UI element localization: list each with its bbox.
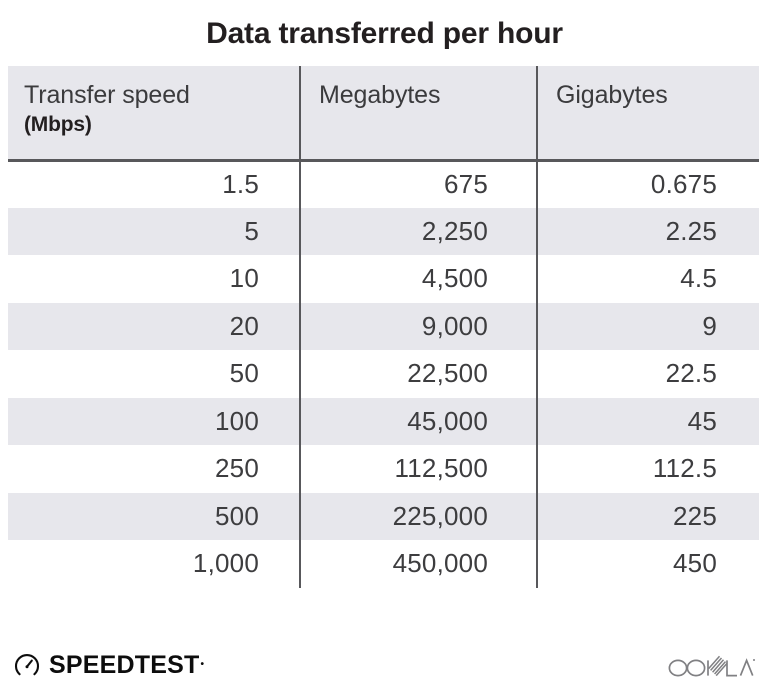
- cell-transfer-speed: 20: [229, 310, 259, 341]
- data-table: Transfer speed (Mbps) Megabytes Gigabyte…: [8, 66, 759, 588]
- table-row: 20 9,000 9: [8, 302, 759, 350]
- cell-gigabytes: 0.675: [536, 160, 759, 208]
- cell-transfer-speed: 500: [215, 500, 259, 531]
- table-row: 10 4,500 4.5: [8, 255, 759, 303]
- speedometer-gauge-icon: [14, 652, 40, 678]
- cell-megabytes: 22,500: [299, 350, 537, 398]
- table-row: 1,000 450,000 450: [8, 540, 759, 588]
- cell-gigabytes: 45: [536, 397, 759, 445]
- cell-gigabytes: 4.5: [536, 255, 759, 303]
- cell-gigabytes: 450: [536, 540, 759, 588]
- cell-transfer-speed: 50: [229, 358, 259, 389]
- column-header-gigabytes-label: Gigabytes: [556, 81, 668, 109]
- cell-gigabytes: 112.5: [536, 445, 759, 493]
- cell-megabytes: 45,000: [299, 397, 537, 445]
- table-header: Transfer speed (Mbps) Megabytes Gigabyte…: [8, 66, 759, 162]
- speedtest-trademark-symbol: •: [200, 659, 204, 670]
- table-body: 1.5 675 0.675 5 2,250 2.25 10 4,500 4.5 …: [8, 160, 759, 588]
- table-row: 250 112,500 112.5: [8, 445, 759, 493]
- cell-gigabytes: 22.5: [536, 350, 759, 398]
- cell-megabytes: 450,000: [299, 540, 537, 588]
- cell-megabytes: 9,000: [299, 302, 537, 350]
- data-table-container: Transfer speed (Mbps) Megabytes Gigabyte…: [8, 66, 759, 588]
- column-header-gigabytes: Gigabytes: [536, 66, 759, 162]
- cell-gigabytes: 225: [536, 492, 759, 540]
- column-header-transfer-speed-unit: (Mbps): [24, 113, 92, 136]
- cell-gigabytes: 2.25: [536, 207, 759, 255]
- column-header-megabytes-label: Megabytes: [319, 81, 441, 109]
- footer: SPEEDTEST •: [0, 640, 769, 698]
- cell-transfer-speed: 5: [244, 215, 259, 246]
- cell-megabytes: 675: [299, 160, 537, 208]
- speedtest-logo: SPEEDTEST •: [14, 650, 204, 680]
- cell-megabytes: 4,500: [299, 255, 537, 303]
- cell-transfer-speed: 100: [215, 405, 259, 436]
- cell-megabytes: 112,500: [299, 445, 537, 493]
- page-title: Data transferred per hour: [206, 17, 563, 50]
- speedtest-wordmark: SPEEDTEST: [49, 651, 200, 679]
- column-header-transfer-speed: Transfer speed (Mbps): [8, 66, 300, 162]
- cell-gigabytes: 9: [536, 302, 759, 350]
- column-header-transfer-speed-label: Transfer speed: [24, 81, 190, 109]
- cell-transfer-speed: 250: [215, 453, 259, 484]
- table-row: 5 2,250 2.25: [8, 207, 759, 255]
- cell-transfer-speed: 10: [229, 263, 259, 294]
- table-row: 1.5 675 0.675: [8, 160, 759, 208]
- column-header-megabytes: Megabytes: [299, 66, 537, 162]
- table-header-row: Transfer speed (Mbps) Megabytes Gigabyte…: [8, 66, 759, 162]
- table-row: 50 22,500 22.5: [8, 350, 759, 398]
- cell-transfer-speed: 1,000: [192, 548, 259, 579]
- cell-megabytes: 225,000: [299, 492, 537, 540]
- cell-megabytes: 2,250: [299, 207, 537, 255]
- table-row: 100 45,000 45: [8, 397, 759, 445]
- table-row: 500 225,000 225: [8, 492, 759, 540]
- ookla-logo: [667, 652, 755, 678]
- cell-transfer-speed: 1.5: [222, 169, 259, 199]
